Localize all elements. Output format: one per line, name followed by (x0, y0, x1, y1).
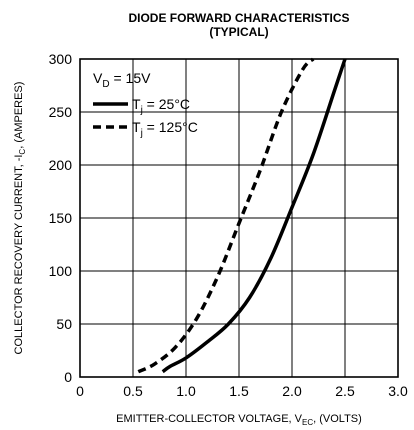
annotation-sub: D (102, 79, 109, 90)
chart-title: DIODE FORWARD CHARACTERISTICS (128, 11, 349, 25)
legend-125c-main: T (132, 119, 141, 135)
y-tick-label: 100 (49, 263, 73, 279)
series-line-25c (161, 58, 347, 374)
y-tick-label: 300 (49, 51, 73, 67)
y-tick-label: 250 (49, 104, 73, 120)
legend-25c-sub: j (140, 105, 143, 116)
x-tick-label: 2.5 (335, 383, 355, 399)
tick-labels: 0 0.5 1.0 1.5 2.0 2.5 3.0 0 50 100 150 200 250 300 (49, 51, 408, 399)
legend-label-125c: Tj = 125°C (132, 119, 198, 139)
legend-25c-main: T (132, 96, 141, 112)
x-tick-label: 2.0 (282, 383, 302, 399)
series-line-125c (137, 57, 315, 374)
x-axis-label-main: EMITTER-COLLECTOR VOLTAGE, V (116, 413, 302, 425)
x-axis-label: EMITTER-COLLECTOR VOLTAGE, VEC, (VOLTS) (116, 413, 362, 427)
y-axis-label-sub: C (18, 149, 27, 155)
x-axis-label-tail: , (VOLTS) (313, 413, 362, 425)
y-tick-label: 0 (64, 369, 72, 385)
series-lines (137, 57, 347, 374)
x-tick-label: 1.0 (176, 383, 196, 399)
legend-label-25c: Tj = 25°C (132, 96, 190, 116)
legend-125c-tail: = 125°C (143, 119, 198, 135)
legend: Tj = 25°C Tj = 125°C (93, 96, 198, 139)
y-tick-label: 150 (49, 210, 73, 226)
x-axis-label-sub: EC (302, 418, 313, 427)
annotation-tail: = 15V (110, 70, 152, 86)
x-tick-label: 1.5 (229, 383, 249, 399)
y-tick-label: 200 (49, 157, 73, 173)
x-tick-label: 0.5 (123, 383, 143, 399)
y-axis-label: COLLECTOR RECOVERY CURRENT, -IC, (AMPERE… (13, 82, 27, 355)
legend-25c-tail: = 25°C (143, 96, 190, 112)
y-axis-label-tail: , (AMPERES) (13, 82, 25, 149)
legend-125c-sub: j (140, 128, 143, 139)
x-tick-label: 3.0 (388, 383, 408, 399)
grid (80, 59, 398, 377)
y-tick-label: 50 (56, 316, 72, 332)
chart-subtitle: (TYPICAL) (209, 25, 268, 39)
annotation-main: V (93, 70, 103, 86)
annotation-vd: VD = 15V (93, 70, 151, 90)
plot-frame (79, 58, 399, 378)
y-axis-label-main: COLLECTOR RECOVERY CURRENT, -I (13, 155, 25, 355)
x-tick-label: 0 (76, 383, 84, 399)
